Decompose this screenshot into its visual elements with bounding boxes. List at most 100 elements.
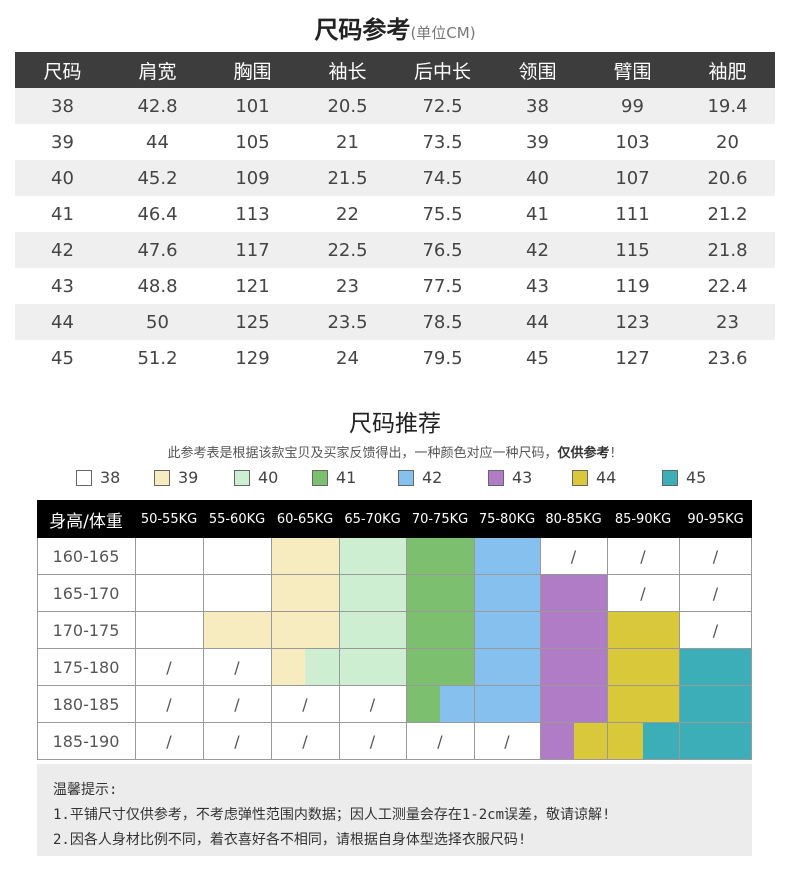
size-fill-45 — [679, 649, 752, 686]
table-cell: 45 — [526, 347, 549, 369]
table-cell: 103 — [615, 131, 650, 153]
height-label: 185-190 — [52, 732, 120, 751]
weight-header: 65-70KG — [339, 500, 406, 538]
table-cell: 73.5 — [422, 131, 463, 153]
table-cell: 22.5 — [300, 232, 395, 268]
legend-item-44: 44 — [572, 468, 616, 487]
table-row: 44 50 125 23.5 78.5 44 123 23 — [15, 304, 775, 340]
table-cell: 23.5 — [300, 304, 395, 340]
table-cell: 47.6 — [110, 232, 205, 268]
legend-label: 38 — [100, 468, 121, 487]
table-cell: 22 — [336, 203, 359, 225]
legend-swatch — [234, 469, 250, 486]
size-fill-41 — [406, 538, 474, 575]
size-fill-42 — [440, 686, 474, 723]
grid-line — [679, 538, 680, 760]
na-mark: / — [437, 732, 443, 751]
grid-line — [474, 538, 475, 760]
height-label: 180-185 — [52, 695, 120, 714]
table-cell: 42 — [15, 232, 110, 268]
size-chart-col-header: 肩宽 — [110, 52, 205, 88]
table-cell: 23 — [336, 275, 359, 297]
size-fill-42 — [474, 538, 540, 575]
na-mark: / — [166, 658, 172, 677]
legend-swatch — [662, 469, 678, 486]
tips-box: 温馨提示: 1.平铺尺寸仅供参考，不考虑弹性范围内数据；因人工测量会存在1-2c… — [37, 764, 752, 856]
table-cell: 45.2 — [110, 160, 205, 196]
table-cell: 129 — [235, 347, 270, 369]
tips-line-1: 1.平铺尺寸仅供参考，不考虑弹性范围内数据；因人工测量会存在1-2cm误差，敬请… — [53, 807, 611, 823]
grid-line — [203, 538, 204, 760]
table-cell: 45 — [51, 347, 74, 369]
note-bold: 仅供参考 — [557, 446, 610, 461]
weight-header: 85-90KG — [607, 500, 679, 538]
size-fill-42 — [474, 612, 540, 649]
table-cell: 125 — [205, 304, 300, 340]
table-cell: 38 — [15, 88, 110, 124]
na-mark: / — [712, 584, 719, 603]
size-fill-41 — [406, 612, 474, 649]
table-cell: 119 — [615, 275, 650, 297]
na-mark: / — [234, 695, 240, 714]
size-chart-col-header: 尺码 — [15, 52, 110, 88]
table-cell: 24 — [336, 347, 359, 369]
size-fill-39 — [271, 649, 305, 686]
size-fill-42 — [474, 649, 540, 686]
legend-swatch — [398, 469, 414, 486]
size-fill-45 — [679, 686, 752, 723]
size-fill-45 — [679, 723, 752, 760]
grid-line — [271, 538, 272, 760]
na-mark: / — [640, 547, 646, 566]
color-legend: 38 39 40 41 42 43 44 45 — [76, 468, 716, 488]
size-fill-39 — [271, 538, 339, 575]
grid-line — [37, 685, 752, 686]
table-cell: 20 — [716, 131, 739, 153]
table-cell: 23 — [680, 304, 775, 340]
table-cell: 39 — [526, 131, 549, 153]
table-cell: 51.2 — [137, 347, 178, 369]
table-cell: 19.4 — [680, 88, 775, 124]
grid-line — [339, 538, 340, 760]
na-mark: / — [234, 732, 240, 751]
weight-header: 80-85KG — [540, 500, 607, 538]
legend-swatch — [76, 469, 92, 486]
table-cell: 40 — [15, 160, 110, 196]
size-fill-40 — [305, 649, 339, 686]
grid-line — [37, 648, 752, 649]
height-label: 160-165 — [52, 547, 120, 566]
tips-title: 温馨提示: — [53, 782, 118, 798]
size-fill-40 — [339, 612, 406, 649]
note-suffix: ！ — [609, 446, 623, 461]
table-cell: 20.5 — [300, 88, 395, 124]
table-cell: 76.5 — [395, 232, 490, 268]
table-cell: 20.6 — [680, 160, 775, 196]
size-chart-title-text: 尺码参考 — [314, 16, 411, 44]
size-chart-header-row: 尺码 肩宽 胸围 袖长 后中长 领围 臂围 袖肥 — [15, 52, 775, 88]
legend-swatch — [154, 469, 170, 486]
table-cell: 77.5 — [422, 275, 463, 297]
table-cell: 75.5 — [422, 203, 463, 225]
table-cell: 79.5 — [422, 347, 463, 369]
legend-label: 44 — [596, 468, 617, 487]
size-chart-table: 尺码 肩宽 胸围 袖长 后中长 领围 臂围 袖肥 38 42.8 101 20.5 72.5 38 99 1… — [15, 52, 775, 376]
legend-label: 39 — [178, 468, 199, 487]
table-cell: 38 — [490, 88, 585, 124]
legend-item-43: 43 — [488, 468, 532, 487]
table-cell: 44 — [15, 304, 110, 340]
size-fill-43 — [540, 723, 574, 760]
size-chart-unit: (单位CM) — [410, 24, 476, 42]
na-mark: / — [570, 547, 577, 566]
recommend-note: 此参考表是根据该款宝贝及买家反馈得出，一种颜色对应一种尺码，仅供参考！ — [0, 442, 790, 461]
grid-line — [37, 538, 38, 760]
table-row: 38 42.8 101 20.5 72.5 38 99 19.4 — [15, 88, 775, 124]
size-fill-43 — [540, 612, 607, 649]
size-chart-col-header: 领围 — [490, 52, 585, 88]
grid-line — [135, 538, 136, 760]
table-cell: 101 — [205, 88, 300, 124]
size-fill-39 — [271, 575, 339, 612]
weight-header: 75-80KG — [474, 500, 540, 538]
na-mark: / — [712, 621, 719, 640]
table-cell: 23.6 — [707, 347, 748, 369]
table-cell: 43 — [526, 275, 549, 297]
table-cell: 113 — [235, 203, 270, 225]
